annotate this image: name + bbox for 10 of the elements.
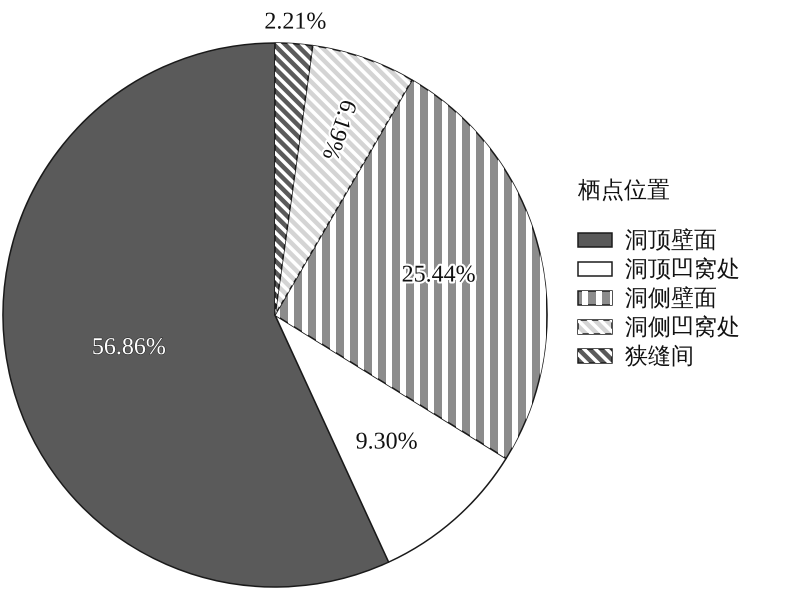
legend-label: 狭缝间 — [625, 344, 694, 368]
legend-label: 洞侧壁面 — [625, 286, 717, 310]
legend-title: 栖点位置 — [577, 178, 670, 202]
legend-label: 洞顶壁面 — [625, 228, 717, 252]
data-label: 2.21% — [264, 8, 326, 35]
data-label: 9.30% — [356, 428, 418, 454]
legend-label: 洞侧凹窝处 — [625, 314, 740, 340]
data-label: 6.19% — [316, 96, 362, 164]
data-label: 56.86% — [92, 334, 166, 360]
legend-label: 洞顶凹窝处 — [625, 256, 740, 282]
